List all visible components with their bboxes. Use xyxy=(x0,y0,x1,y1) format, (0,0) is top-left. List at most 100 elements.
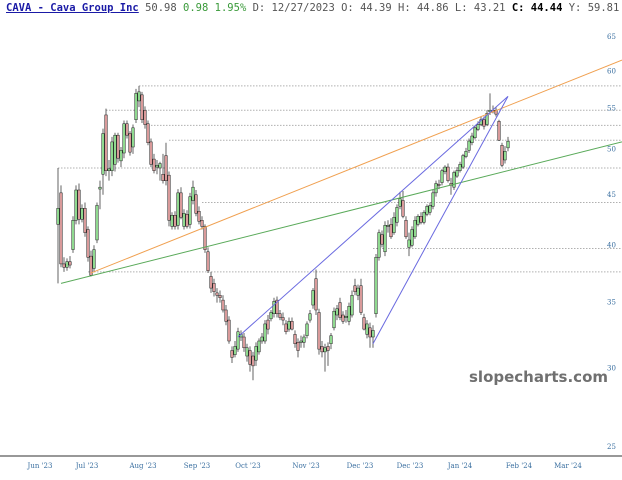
candle xyxy=(209,271,213,293)
candle xyxy=(350,290,354,318)
candle xyxy=(191,180,195,205)
candle-body xyxy=(473,127,477,138)
candle xyxy=(353,278,357,296)
green-trendline xyxy=(60,141,622,284)
close-readout: C: 44.44 xyxy=(511,2,563,14)
symbol-link[interactable]: CAVA - Cava Group Inc xyxy=(6,2,139,14)
candle xyxy=(206,247,210,273)
candle-body xyxy=(338,302,342,318)
y-tick-label: 50 xyxy=(607,146,616,154)
candle-body xyxy=(467,140,471,151)
candle xyxy=(143,106,147,129)
candle-body xyxy=(59,192,63,265)
candle xyxy=(140,91,144,123)
candle xyxy=(122,120,126,159)
candle-body xyxy=(470,135,474,143)
candle-body xyxy=(68,261,72,266)
candle-body xyxy=(440,170,444,183)
candle-body xyxy=(251,355,255,367)
candle xyxy=(56,167,60,284)
candle xyxy=(203,224,207,253)
candle-body xyxy=(65,261,69,268)
candle-body xyxy=(128,133,132,153)
candle-body xyxy=(224,309,228,322)
candle xyxy=(338,297,342,321)
candle-body xyxy=(416,216,420,225)
candle-body xyxy=(281,317,285,321)
candle-body xyxy=(359,285,363,313)
candle-body xyxy=(254,346,258,361)
candle xyxy=(272,297,276,318)
last-price: 50.98 xyxy=(145,2,177,14)
candle-body xyxy=(419,216,423,223)
candle-body xyxy=(284,323,288,332)
x-tick-label: Oct '23 xyxy=(235,462,261,470)
candle xyxy=(467,138,471,154)
candle-body xyxy=(137,91,141,102)
candle-body xyxy=(71,220,75,250)
candle-body xyxy=(428,205,432,213)
candle xyxy=(284,320,288,335)
candle-body xyxy=(323,347,327,353)
candle xyxy=(485,110,489,127)
candle-body xyxy=(368,327,372,338)
candle xyxy=(497,119,501,142)
candle-body xyxy=(266,319,270,330)
candle xyxy=(92,245,96,272)
candle-body xyxy=(500,145,504,166)
candle-body xyxy=(350,295,354,316)
candle xyxy=(341,311,345,324)
candle-body xyxy=(461,155,465,168)
candle xyxy=(218,290,222,303)
candle xyxy=(173,211,177,230)
open-readout: O: 44.39 xyxy=(341,2,392,14)
candle-body xyxy=(212,283,216,292)
candle-body xyxy=(218,295,222,298)
candle xyxy=(242,333,246,352)
candle xyxy=(440,168,444,186)
candle-body xyxy=(347,306,351,322)
x-tick-label: Feb '24 xyxy=(506,462,533,470)
candle-body xyxy=(92,249,96,269)
price-change-pct: 1.95% xyxy=(214,2,247,14)
candle xyxy=(443,165,447,175)
candle-body xyxy=(233,346,237,355)
candle-body xyxy=(389,224,393,238)
candle xyxy=(290,317,294,331)
low-readout: L: 43.21 xyxy=(454,2,506,14)
candle xyxy=(383,221,387,257)
candle xyxy=(269,309,273,322)
candle-body xyxy=(287,321,291,330)
candle-body xyxy=(185,214,189,227)
candle xyxy=(257,338,261,355)
candle xyxy=(221,295,225,313)
candle xyxy=(464,147,468,159)
candle xyxy=(263,320,267,344)
candle xyxy=(278,309,282,321)
y-readout: Y: 59.81 xyxy=(568,2,620,14)
candle xyxy=(347,302,351,326)
candle-body xyxy=(263,323,267,342)
candle xyxy=(146,120,150,146)
candle-body xyxy=(119,150,123,162)
candle-body xyxy=(158,163,162,169)
candle-body xyxy=(98,186,102,190)
candle-body xyxy=(197,211,201,222)
candle-body xyxy=(506,140,510,149)
candle xyxy=(449,177,453,195)
candle-body xyxy=(365,323,369,335)
candle-body xyxy=(215,292,219,296)
candle-body xyxy=(278,313,282,318)
candle-body xyxy=(503,151,507,161)
candle xyxy=(182,209,186,230)
candle-body xyxy=(308,313,312,321)
candle xyxy=(446,163,450,183)
candle xyxy=(356,284,360,301)
candle xyxy=(458,161,462,173)
candle-body xyxy=(314,278,318,311)
candle xyxy=(311,288,315,309)
candle-body xyxy=(458,164,462,171)
candle xyxy=(470,132,474,146)
candle xyxy=(68,256,72,269)
